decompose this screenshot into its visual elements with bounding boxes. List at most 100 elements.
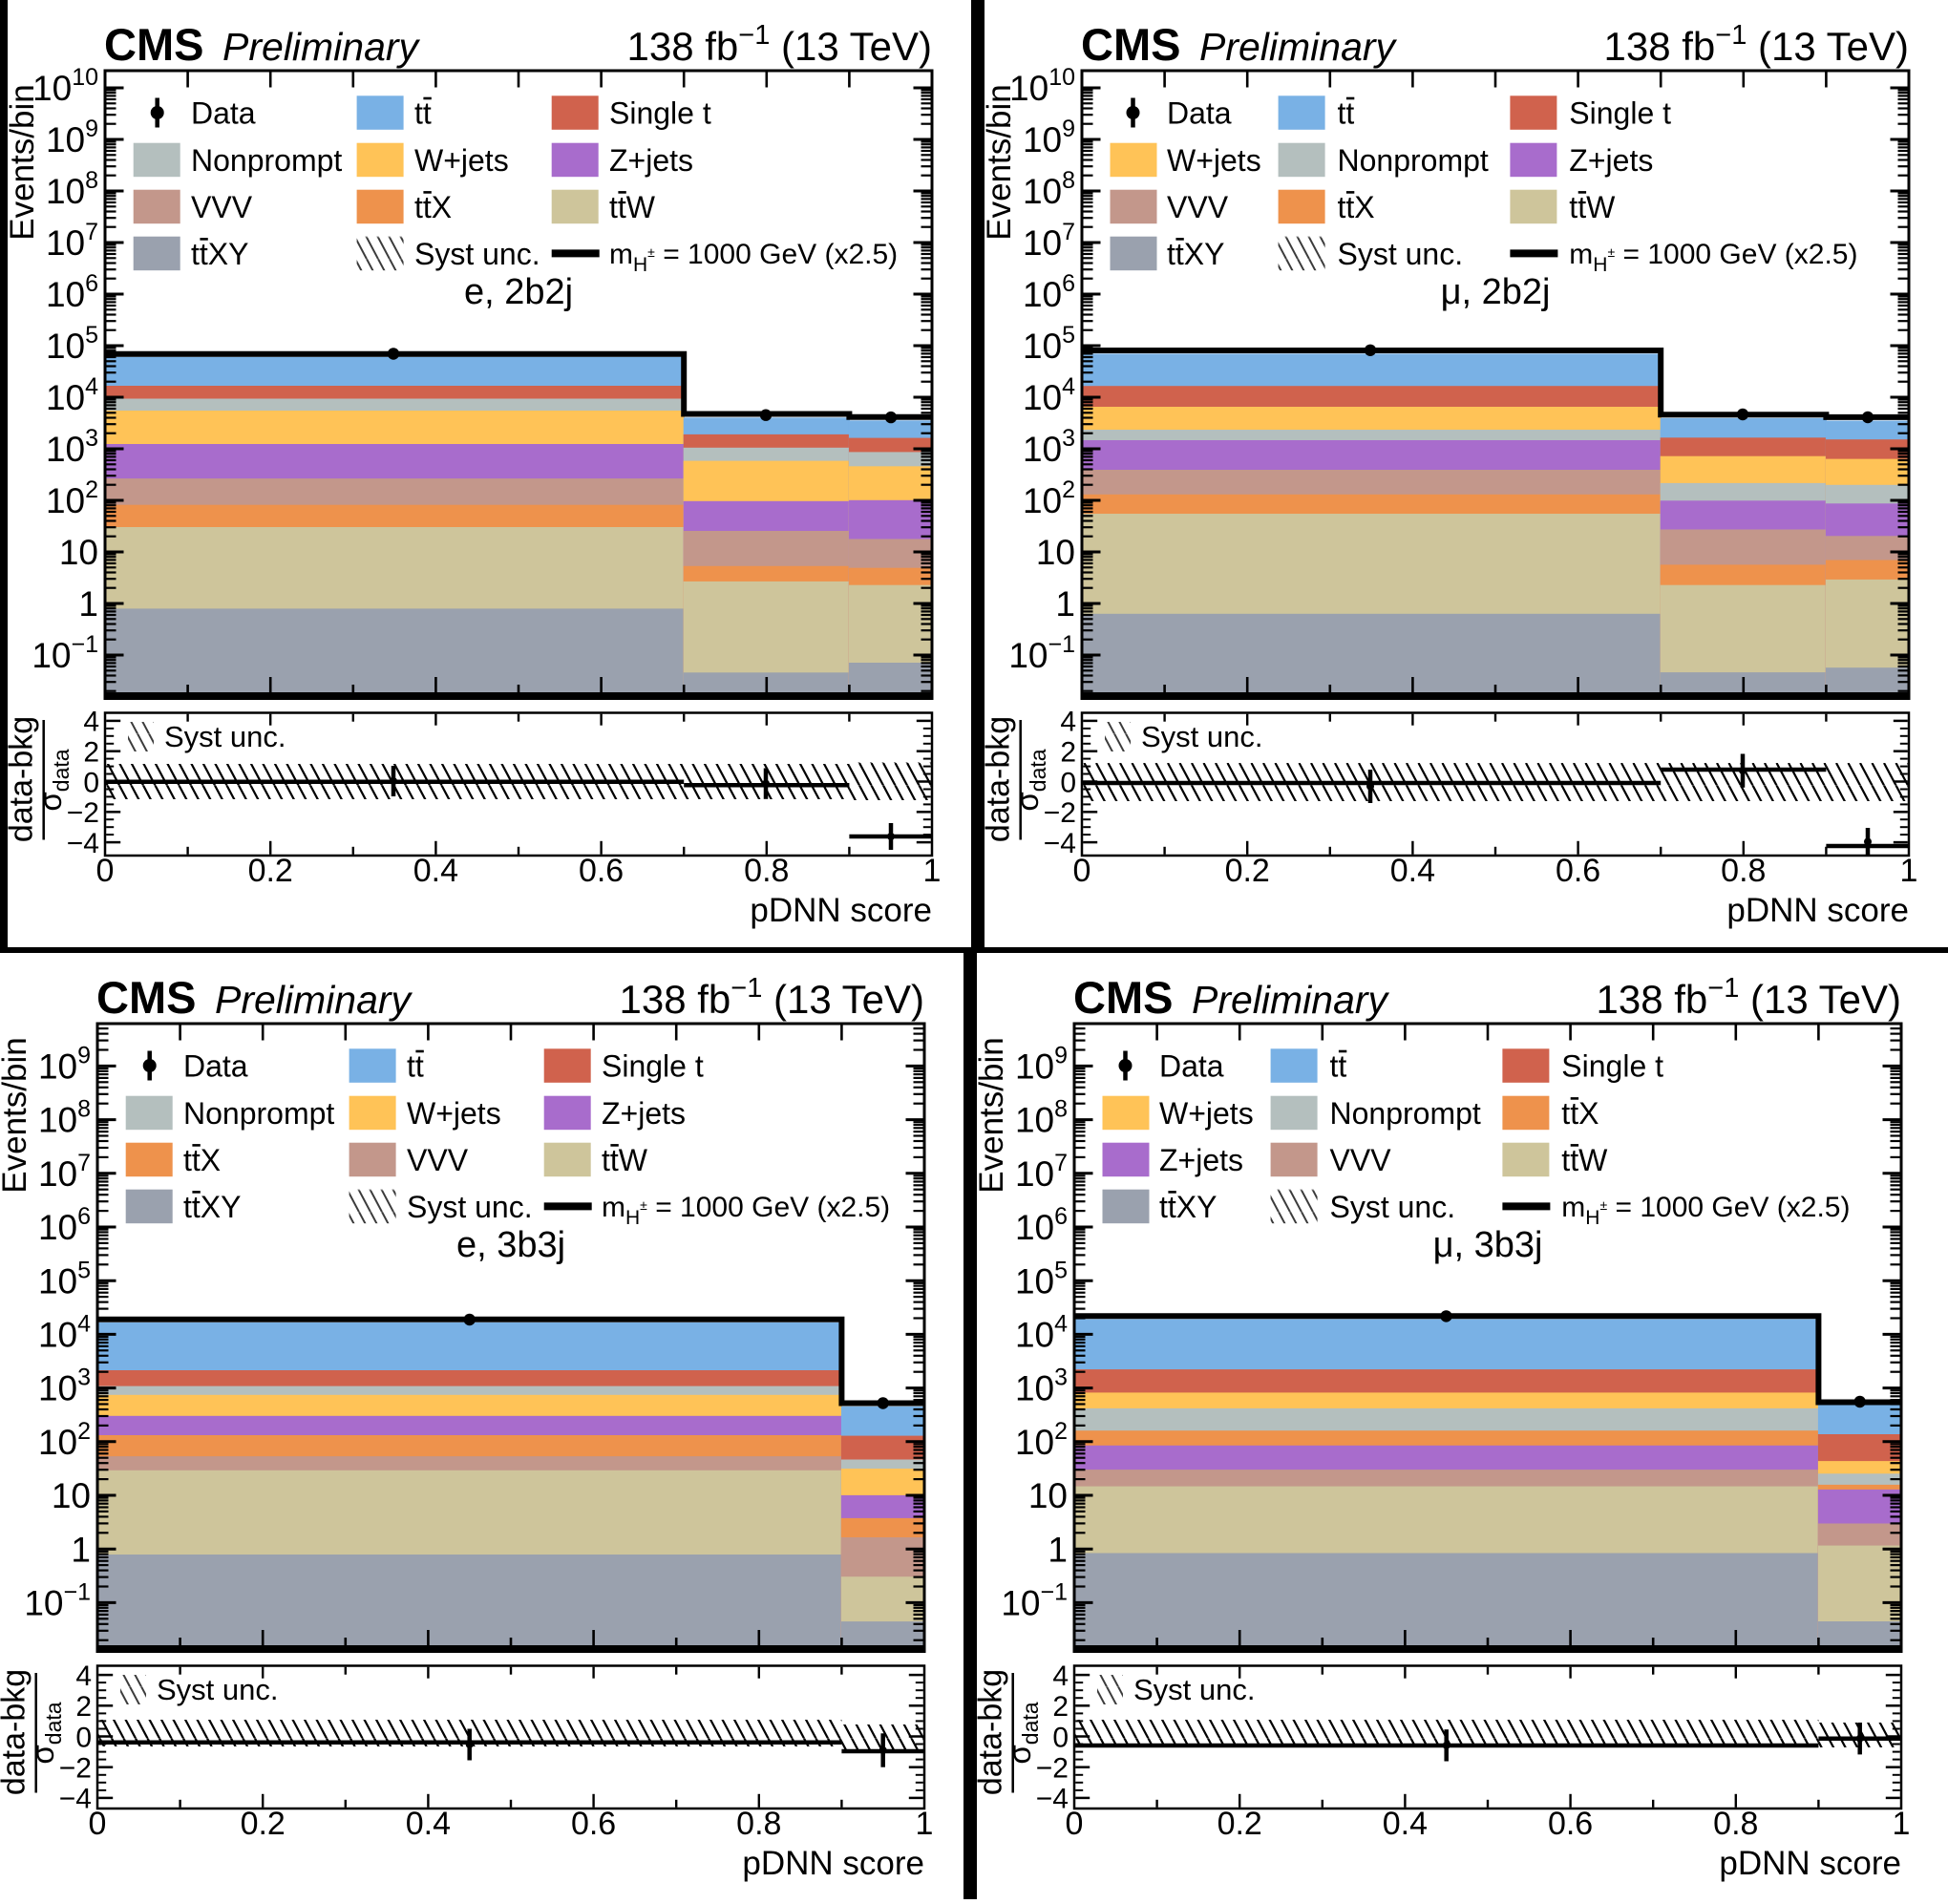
svg-text:0.4: 0.4 [406,1806,451,1842]
svg-text:0.2: 0.2 [1225,853,1270,889]
svg-text:CMS: CMS [1073,972,1173,1023]
svg-text:4: 4 [1052,1661,1069,1692]
svg-text:Single t: Single t [1561,1049,1663,1084]
svg-text:mH± = 1000 GeV (x2.5): mH± = 1000 GeV (x2.5) [602,1192,890,1229]
svg-text:0: 0 [75,1722,92,1753]
svg-text:−2: −2 [59,1753,92,1785]
svg-text:Nonprompt: Nonprompt [1338,143,1489,178]
svg-text:pDNN score: pDNN score [1726,892,1909,929]
svg-text:mH± = 1000 GeV (x2.5): mH± = 1000 GeV (x2.5) [609,239,898,276]
svg-text:data-bkg: data-bkg [973,1669,1009,1795]
svg-text:CMS: CMS [104,19,203,70]
svg-text:CMS: CMS [96,972,196,1023]
svg-text:10: 10 [1036,533,1075,572]
svg-text:ttW: ttW [609,190,656,224]
svg-text:0.4: 0.4 [413,853,458,889]
svg-text:104: 104 [1023,373,1075,417]
svg-text:Single t: Single t [602,1049,704,1084]
svg-text:Syst unc.: Syst unc. [1141,720,1263,753]
svg-text:1: 1 [1900,853,1918,889]
svg-text:−4: −4 [67,828,99,859]
svg-text:ttXY: ttXY [183,1190,241,1224]
svg-text:Preliminary: Preliminary [1192,978,1390,1022]
svg-text:107: 107 [1015,1150,1068,1194]
svg-text:ttW: ttW [602,1143,648,1177]
svg-text:−4: −4 [1044,828,1076,859]
svg-text:138 fb−1 (13 TeV): 138 fb−1 (13 TeV) [1597,973,1902,1022]
svg-text:Data: Data [183,1049,248,1084]
svg-text:Nonprompt: Nonprompt [191,143,342,178]
svg-text:Syst unc.: Syst unc. [1133,1673,1256,1706]
svg-text:4: 4 [83,707,99,738]
svg-text:Syst unc.: Syst unc. [407,1190,533,1224]
svg-text:0.2: 0.2 [1218,1806,1262,1842]
svg-text:Preliminary: Preliminary [1199,25,1398,69]
svg-text:VVV: VVV [1167,190,1229,224]
svg-text:data-bkg: data-bkg [0,1669,32,1795]
svg-text:Events/bin: Events/bin [4,84,41,240]
svg-text:ttX: ttX [414,190,452,224]
svg-text:ttW: ttW [1569,190,1616,224]
svg-text:pDNN score: pDNN score [750,892,932,929]
svg-text:0: 0 [89,1806,107,1842]
svg-text:ttW: ttW [1561,1143,1608,1177]
svg-text:1: 1 [1055,584,1075,624]
svg-text:W+jets: W+jets [1167,143,1261,178]
svg-text:0.2: 0.2 [241,1806,286,1842]
svg-text:10: 10 [1028,1476,1068,1515]
svg-text:pDNN score: pDNN score [1719,1845,1901,1882]
svg-text:Z+jets: Z+jets [609,143,693,178]
svg-text:0: 0 [1073,853,1091,889]
svg-text:data-bkg: data-bkg [4,716,40,842]
svg-text:1: 1 [71,1530,91,1569]
svg-text:Syst unc.: Syst unc. [414,237,540,271]
svg-text:0: 0 [1052,1722,1069,1753]
svg-text:0.4: 0.4 [1390,853,1435,889]
svg-text:ttXY: ttXY [191,237,248,271]
svg-text:2: 2 [1060,737,1076,769]
svg-text:0.8: 0.8 [1713,1806,1758,1842]
svg-text:Nonprompt: Nonprompt [183,1096,334,1131]
svg-text:μ, 3b3j: μ, 3b3j [1433,1225,1543,1265]
svg-text:e, 3b3j: e, 3b3j [456,1225,565,1265]
svg-text:−2: −2 [1044,797,1076,829]
svg-text:4: 4 [75,1661,92,1692]
svg-text:1: 1 [1048,1530,1068,1569]
svg-text:Events/bin: Events/bin [981,84,1018,240]
svg-text:e, 2b2j: e, 2b2j [464,272,573,312]
svg-text:tt: tt [414,96,432,131]
svg-text:Syst unc.: Syst unc. [157,1673,279,1706]
svg-text:106: 106 [1023,270,1075,314]
svg-text:0.4: 0.4 [1383,1806,1428,1842]
svg-text:107: 107 [46,219,98,263]
svg-text:2: 2 [83,737,99,769]
svg-text:mH± = 1000 GeV (x2.5): mH± = 1000 GeV (x2.5) [1561,1192,1850,1229]
svg-text:105: 105 [38,1257,91,1301]
svg-text:138 fb−1 (13 TeV): 138 fb−1 (13 TeV) [627,20,933,69]
svg-text:Z+jets: Z+jets [602,1096,686,1131]
svg-text:10−1: 10−1 [24,1579,91,1623]
svg-text:Syst unc.: Syst unc. [1330,1190,1456,1224]
svg-text:Single t: Single t [1569,96,1671,131]
svg-text:Nonprompt: Nonprompt [1330,1096,1481,1131]
svg-text:ttX: ttX [1561,1096,1599,1131]
svg-text:0.8: 0.8 [744,853,789,889]
svg-text:ttXY: ttXY [1159,1190,1217,1224]
svg-text:pDNN score: pDNN score [742,1845,924,1882]
svg-text:W+jets: W+jets [407,1096,501,1131]
svg-text:0.2: 0.2 [248,853,293,889]
svg-text:0: 0 [1060,767,1076,798]
svg-text:tt: tt [407,1049,424,1084]
svg-text:ttXY: ttXY [1167,237,1224,271]
svg-text:0.6: 0.6 [579,853,624,889]
svg-text:−4: −4 [59,1784,92,1815]
svg-text:109: 109 [1015,1043,1068,1087]
svg-text:Preliminary: Preliminary [222,25,421,69]
svg-text:Syst unc.: Syst unc. [1338,237,1464,271]
svg-text:W+jets: W+jets [414,143,509,178]
svg-text:CMS: CMS [1081,19,1180,70]
svg-text:Syst unc.: Syst unc. [164,720,286,753]
svg-text:138 fb−1 (13 TeV): 138 fb−1 (13 TeV) [620,973,925,1022]
svg-text:2: 2 [1052,1691,1069,1723]
svg-text:0.6: 0.6 [1548,1806,1593,1842]
